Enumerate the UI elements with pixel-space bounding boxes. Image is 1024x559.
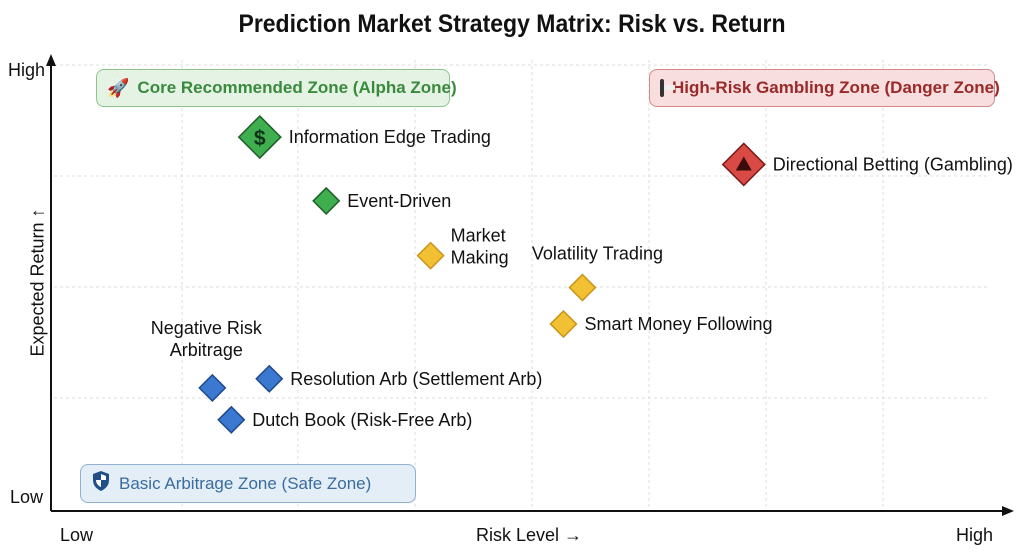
point-label: Dutch Book (Risk-Free Arb)	[252, 410, 472, 430]
y-tick-high: High	[8, 60, 46, 80]
y-axis-label: Expected Return ↑	[27, 208, 48, 357]
zone-alpha-label: Core Recommended Zone (Alpha Zone)	[137, 78, 457, 97]
zone-danger-label: High-Risk Gambling Zone (Danger Zone)	[672, 78, 1000, 97]
x-tick-high: High	[956, 525, 994, 545]
point-volatility-trading	[568, 273, 597, 302]
point-label: Event-Driven	[347, 191, 451, 211]
zone-safe-label: Basic Arbitrage Zone (Safe Zone)	[119, 473, 372, 493]
y-tick-low: Low	[10, 487, 44, 507]
point-label: Market Making	[451, 226, 509, 268]
point-resolution-arb-settlement-arb	[255, 364, 284, 393]
point-dutch-book-risk-free-arb	[217, 405, 246, 434]
y-axis-arrow	[46, 54, 56, 66]
point-smart-money-following	[549, 309, 578, 339]
point-market-making	[416, 241, 445, 270]
point-event-driven	[312, 186, 341, 215]
zone-safe: Basic Arbitrage Zone (Safe Zone)	[80, 464, 416, 503]
x-tick-low: Low	[60, 525, 94, 545]
point-label: Information Edge Trading	[289, 127, 491, 147]
rocket-icon: 🚀	[107, 77, 130, 98]
point-label: Resolution Arb (Settlement Arb)	[290, 369, 542, 389]
slot-machine-icon	[660, 79, 675, 97]
shield-icon	[91, 470, 111, 497]
point-label: Volatility Trading	[532, 244, 663, 264]
point-label: Negative Risk Arbitrage	[151, 318, 263, 360]
point-label: Directional Betting (Gambling)	[773, 154, 1013, 174]
point-label: Smart Money Following	[584, 314, 772, 334]
x-axis-label: Risk Level →	[476, 525, 583, 545]
zone-alpha: 🚀 Core Recommended Zone (Alpha Zone)	[96, 69, 457, 107]
point-negative-risk-arbitrage	[198, 373, 227, 402]
point-information-edge-trading	[237, 115, 282, 160]
dollar-icon: $	[254, 127, 266, 150]
x-axis-arrow	[1002, 506, 1014, 516]
zone-danger: High-Risk Gambling Zone (Danger Zone)	[649, 69, 1000, 107]
warning-icon	[735, 156, 752, 171]
chart-title: Prediction Market Strategy Matrix: Risk …	[238, 10, 786, 38]
